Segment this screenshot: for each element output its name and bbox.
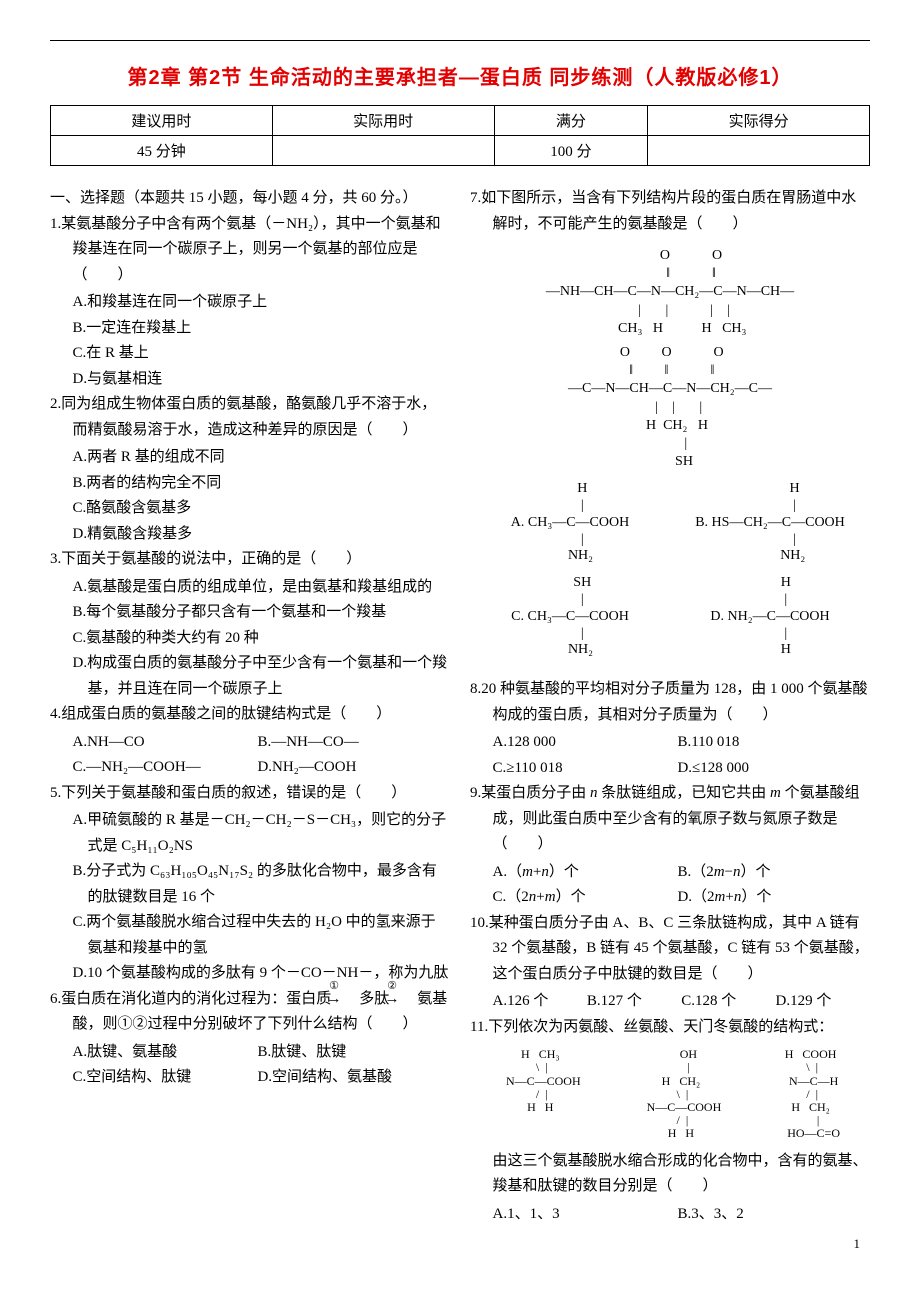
q1-stem: 1.某氨基酸分子中含有两个氨基（－NH₂），其中一个氨基和羧基连在同一个碳原子上…: [50, 212, 450, 289]
right-column: 7.如下图所示，当含有下列结构片段的蛋白质在胃肠道中水解时，不可能产生的氨基酸是…: [470, 186, 870, 1227]
q8-C: C.≥110 018: [493, 756, 674, 782]
q10-A: A.126 个: [493, 989, 584, 1015]
q10-C: C.128 个: [681, 989, 772, 1015]
q9-C: C.（2n+m）个: [493, 885, 674, 911]
th-suggested-time: 建议用时: [51, 106, 273, 136]
q4-B: B.—NH—CO—: [257, 734, 358, 750]
q1-B: B.一定连在羧基上: [50, 316, 450, 342]
td-full-score: 100 分: [494, 136, 648, 166]
q10-D: D.129 个: [776, 993, 832, 1009]
q7-D: H | D. NH₂—C—COOH | H: [680, 575, 860, 659]
q11-tail: 由这三个氨基酸脱水缩合形成的化合物中，含有的氨基、羧基和肽键的数目分别是（ ）: [470, 1149, 870, 1200]
q9-D: D.（2m+n）个: [677, 889, 771, 905]
q8-B: B.110 018: [677, 734, 739, 750]
q5-C: C.两个氨基酸脱水缩合过程中失去的 H₂O 中的氢来源于氨基和羧基中的氢: [50, 910, 450, 961]
q11-A: A.1、1、3: [493, 1202, 674, 1228]
aa-ser: OH |H CH₂ \ | N—C—COOH / |H H: [641, 1048, 722, 1140]
th-full-score: 满分: [494, 106, 648, 136]
q5-stem: 5.下列关于氨基酸和蛋白质的叙述，错误的是（ ）: [50, 781, 450, 807]
q10-stem: 10.某种蛋白质分子由 A、B、C 三条肽链构成，其中 A 链有 32 个氨基酸…: [470, 911, 870, 988]
q6-stem-a: 6.蛋白质在消化道内的消化过程为：蛋白质: [50, 991, 331, 1007]
header-table: 建议用时 实际用时 满分 实际得分 45 分钟 100 分: [50, 105, 870, 166]
q9-row2: C.（2n+m）个 D.（2m+n）个: [470, 885, 870, 911]
content-columns: 一、选择题（本题共 15 小题，每小题 4 分，共 60 分。） 1.某氨基酸分…: [50, 186, 870, 1227]
q7-B: H | B. HS—CH₂—C—COOH | NH₂: [680, 481, 860, 565]
q9-A: A.（m+n）个: [493, 860, 674, 886]
q4-row1: A.NH—CO B.—NH—CO—: [50, 730, 450, 756]
q11-structures: H CH₃ \ | N—C—COOH / |H H OH |H CH₂ \ | …: [470, 1048, 870, 1140]
q7-C: SH | C. CH₃—C—COOH | NH₂: [480, 575, 660, 659]
q6-D: D.空间结构、氨基酸: [257, 1069, 392, 1085]
aa-ala: H CH₃ \ | N—C—COOH / |H H: [500, 1048, 581, 1140]
q4-stem: 4.组成蛋白质的氨基酸之间的肽键结构式是（ ）: [50, 702, 450, 728]
td-actual-time: [272, 136, 494, 166]
td-suggested-time: 45 分钟: [51, 136, 273, 166]
q2-C: C.酪氨酸含氨基多: [50, 496, 450, 522]
th-actual-time: 实际用时: [272, 106, 494, 136]
arrow1: ①→: [331, 987, 359, 1013]
q5-A: A.甲硫氨酸的 R 基是－CH₂－CH₂－S－CH₃，则它的分子式是 C₅H₁₁…: [50, 808, 450, 859]
q9-B: B.（2m−n）个: [677, 864, 770, 880]
q3-stem: 3.下面关于氨基酸的说法中，正确的是（ ）: [50, 547, 450, 573]
q4-D: D.NH₂—COOH: [257, 759, 356, 775]
q9-stem: 9.某蛋白质分子由 n 条肽链组成，已知它共由 m 个氨基酸组成，则此蛋白质中至…: [470, 781, 870, 858]
q8-row1: A.128 000 B.110 018: [470, 730, 870, 756]
q9-row1: A.（m+n）个 B.（2m−n）个: [470, 860, 870, 886]
q7-options: H | A. CH₃—C—COOH | NH₂ H | B. HS—CH₂—C—…: [470, 481, 870, 669]
page-number: 1: [854, 1236, 861, 1252]
q3-B: B.每个氨基酸分子都只含有一个氨基和一个羧基: [50, 600, 450, 626]
q3-A: A.氨基酸是蛋白质的组成单位，是由氨基和羧基组成的: [50, 575, 450, 601]
section1-head: 一、选择题（本题共 15 小题，每小题 4 分，共 60 分。）: [50, 186, 450, 212]
q11-B: B.3、3、2: [677, 1206, 743, 1222]
q4-row2: C.—NH₂—COOH— D.NH₂—COOH: [50, 755, 450, 781]
q7-peptide-structure: O O ‖ ‖ —NH—CH—C—N—CH₂—C—N—CH— | | | | C…: [470, 247, 870, 471]
q3-D: D.构成蛋白质的氨基酸分子中至少含有一个氨基和一个羧基，并且连在同一个碳原子上: [50, 651, 450, 702]
page: 第2章 第2节 生命活动的主要承担者—蛋白质 同步练测（人教版必修1） 建议用时…: [0, 0, 920, 1267]
q7-A: H | A. CH₃—C—COOH | NH₂: [480, 481, 660, 565]
td-actual-score: [648, 136, 870, 166]
q5-B: B.分子式为 C₆₃H₁₀₅O₄₅N₁₇S₂ 的多肽化合物中，最多含有的肽键数目…: [50, 859, 450, 910]
q11-stem: 11.下列依次为丙氨酸、丝氨酸、天门冬氨酸的结构式：: [470, 1015, 870, 1041]
q10-B: B.127 个: [587, 989, 678, 1015]
q2-B: B.两者的结构完全不同: [50, 471, 450, 497]
q1-A: A.和羧基连在同一个碳原子上: [50, 290, 450, 316]
q6-C: C.空间结构、肽键: [73, 1065, 254, 1091]
q2-stem: 2.同为组成生物体蛋白质的氨基酸，酪氨酸几乎不溶于水，而精氨酸易溶于水，造成这种…: [50, 392, 450, 443]
q6-A: A.肽键、氨基酸: [73, 1040, 254, 1066]
top-rule: [50, 40, 870, 41]
q1-D: D.与氨基相连: [50, 367, 450, 393]
q6-row2: C.空间结构、肽键 D.空间结构、氨基酸: [50, 1065, 450, 1091]
q6-stem: 6.蛋白质在消化道内的消化过程为：蛋白质①→多肽②→氨基酸，则①②过程中分别破坏…: [50, 987, 450, 1038]
q11-row: A.1、1、3 B.3、3、2: [470, 1202, 870, 1228]
q8-D: D.≤128 000: [677, 760, 749, 776]
q4-C: C.—NH₂—COOH—: [73, 755, 254, 781]
th-actual-score: 实际得分: [648, 106, 870, 136]
q8-row2: C.≥110 018 D.≤128 000: [470, 756, 870, 782]
q7-stem: 7.如下图所示，当含有下列结构片段的蛋白质在胃肠道中水解时，不可能产生的氨基酸是…: [470, 186, 870, 237]
q2-D: D.精氨酸含羧基多: [50, 522, 450, 548]
q3-C: C.氨基酸的种类大约有 20 种: [50, 626, 450, 652]
doc-title: 第2章 第2节 生命活动的主要承担者—蛋白质 同步练测（人教版必修1）: [50, 61, 870, 90]
q6-row1: A.肽键、氨基酸 B.肽键、肽键: [50, 1040, 450, 1066]
q4-A: A.NH—CO: [73, 730, 254, 756]
q1-C: C.在 R 基上: [50, 341, 450, 367]
q10-row: A.126 个 B.127 个 C.128 个 D.129 个: [470, 989, 870, 1015]
left-column: 一、选择题（本题共 15 小题，每小题 4 分，共 60 分。） 1.某氨基酸分…: [50, 186, 450, 1227]
q2-A: A.两者 R 基的组成不同: [50, 445, 450, 471]
aa-asp: H COOH \ | N—C—H / |H CH₂ | HO—C=O: [781, 1048, 840, 1140]
q6-B: B.肽键、肽键: [257, 1044, 346, 1060]
arrow2: ②→: [389, 987, 417, 1013]
q8-A: A.128 000: [493, 730, 674, 756]
q8-stem: 8.20 种氨基酸的平均相对分子质量为 128，由 1 000 个氨基酸构成的蛋…: [470, 677, 870, 728]
